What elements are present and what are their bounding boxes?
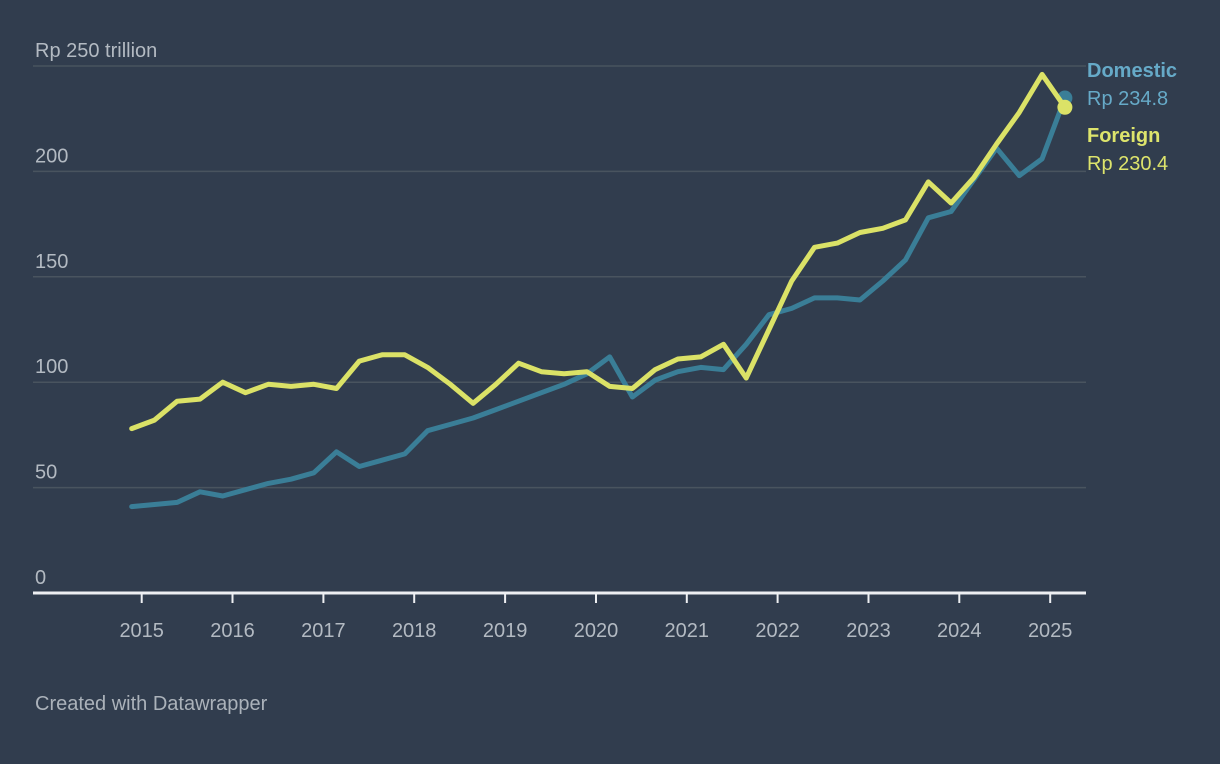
y-axis-label-250: Rp 250 trillion	[35, 40, 157, 62]
legend-foreign-value: Rp 230.4	[1087, 153, 1169, 175]
x-axis-label-2018: 2018	[392, 620, 437, 642]
x-axis-label-2019: 2019	[483, 620, 528, 642]
y-axis-label-0: 0	[35, 567, 46, 589]
legend-group-domestic: Domestic Rp 234.8	[1087, 57, 1177, 113]
x-axis-label-2024: 2024	[937, 620, 982, 642]
end-dot-foreign	[1057, 99, 1073, 115]
y-axis-label-150: 150	[35, 251, 68, 273]
y-axis-label-200: 200	[35, 145, 68, 167]
x-axis-label-2023: 2023	[846, 620, 891, 642]
y-axis-label-100: 100	[35, 356, 68, 378]
x-axis-label-2016: 2016	[210, 620, 255, 642]
series-line-foreign	[129, 71, 1068, 432]
legend-domestic-label: Domestic	[1087, 60, 1178, 82]
datawrapper-credit[interactable]: Created with Datawrapper	[35, 693, 268, 715]
series-line-domestic	[129, 95, 1068, 510]
x-axis-label-2025: 2025	[1028, 620, 1073, 642]
legend-domestic-value: Rp 234.8	[1087, 88, 1169, 110]
legend-foreign-label: Foreign	[1087, 125, 1161, 147]
x-axis-label-2021: 2021	[665, 620, 710, 642]
x-axis-label-2017: 2017	[301, 620, 346, 642]
legend-group-foreign: Foreign Rp 230.4	[1087, 122, 1177, 178]
x-axis-label-2015: 2015	[119, 620, 164, 642]
x-axis-label-2022: 2022	[755, 620, 800, 642]
y-axis-label-50: 50	[35, 462, 57, 484]
legend: Domestic Rp 234.8 Foreign Rp 230.4	[1087, 57, 1177, 178]
x-axis-label-2020: 2020	[574, 620, 619, 642]
